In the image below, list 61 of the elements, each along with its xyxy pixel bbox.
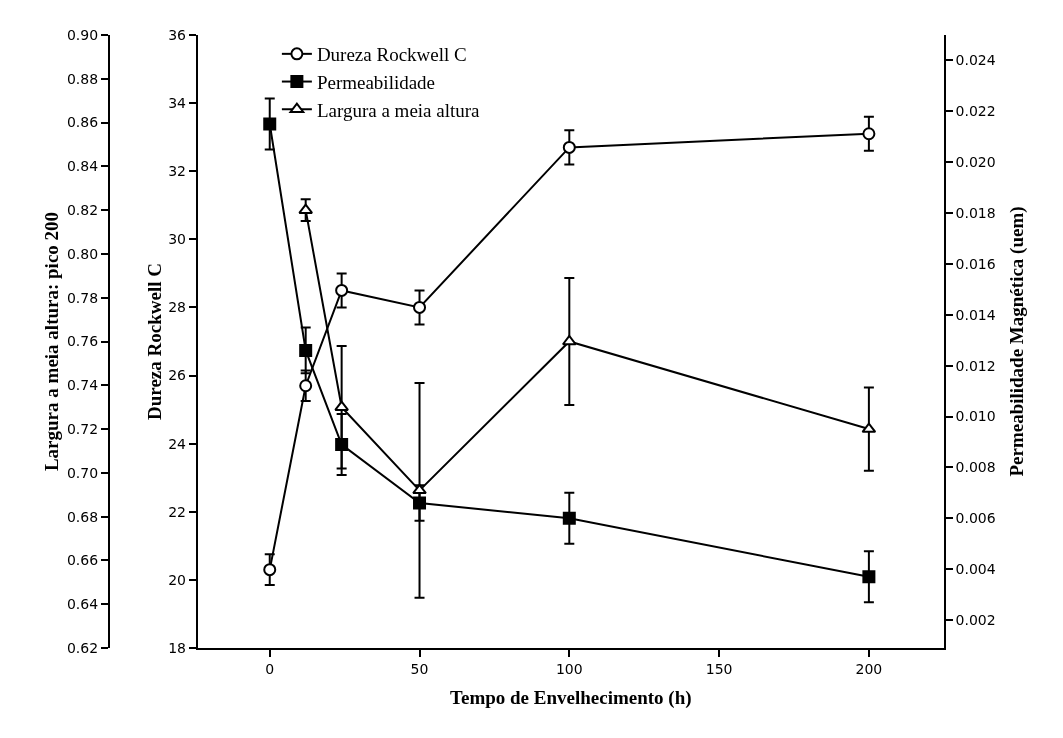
y2-tick-label: 0.002: [955, 611, 996, 628]
y-tick-label: 26: [168, 367, 187, 384]
y-tick-label: 36: [168, 26, 187, 43]
y2-tick-label: 0.008: [955, 459, 996, 476]
legend-label: Permeabilidade: [316, 71, 436, 93]
y3-tick-label: 0.90: [66, 26, 99, 43]
y3-tick-label: 0.68: [66, 508, 99, 525]
y3-tick-label: 0.72: [66, 420, 99, 437]
x-tick-label: 100: [555, 660, 583, 677]
y2-axis-title: Permeabilidade Magnética (uem): [1006, 206, 1029, 477]
point: [413, 300, 427, 314]
x-axis-title: Tempo de Envelhecimento (h): [450, 687, 692, 710]
y2-tick-label: 0.022: [955, 103, 996, 120]
y3-tick-label: 0.80: [66, 245, 99, 262]
y3-tick-label: 0.70: [66, 464, 99, 481]
point: [263, 117, 277, 131]
y2-tick-label: 0.012: [955, 357, 996, 374]
y3-tick-label: 0.88: [66, 70, 99, 87]
y3-tick-label: 0.74: [66, 377, 99, 394]
legend-label: Largura a meia altura: [316, 99, 481, 121]
point: [562, 140, 576, 154]
y-tick-label: 22: [168, 503, 187, 520]
point: [334, 400, 349, 411]
y-tick-label: 34: [168, 95, 187, 112]
y2-tick-label: 0.024: [955, 52, 996, 69]
y3-tick-label: 0.66: [66, 552, 99, 569]
point: [335, 283, 349, 297]
x-tick-label: 50: [410, 660, 429, 677]
y2-tick-label: 0.014: [955, 306, 996, 323]
y3-tick-label: 0.78: [66, 289, 99, 306]
y-tick-label: 30: [168, 231, 187, 248]
point: [299, 343, 313, 357]
y2-tick-label: 0.018: [955, 204, 996, 221]
y3-tick-label: 0.86: [66, 114, 99, 131]
x-tick-label: 150: [705, 660, 733, 677]
y3-tick-label: 0.82: [66, 202, 99, 219]
y2-tick-label: 0.004: [955, 561, 996, 578]
x-tick-label: 0: [265, 660, 275, 677]
y-tick-label: 32: [168, 163, 187, 180]
y-tick-label: 28: [168, 299, 187, 316]
point: [412, 483, 427, 495]
y-tick-label: 18: [168, 639, 187, 656]
y2-tick-label: 0.006: [955, 510, 996, 527]
point: [862, 127, 876, 141]
y-tick-label: 20: [168, 571, 187, 588]
y3-tick-label: 0.64: [66, 596, 99, 613]
y3-tick-label: 0.84: [66, 158, 99, 175]
y-axis-title: Dureza Rockwell C: [143, 263, 165, 420]
y3-tick-label: 0.62: [66, 639, 99, 656]
y-tick-label: 24: [168, 435, 187, 452]
y2-tick-label: 0.020: [955, 154, 996, 171]
y2-tick-label: 0.016: [955, 255, 996, 272]
y3-axis-title: Largura a meia altura: pico 200: [41, 211, 63, 472]
y3-tick-label: 0.76: [66, 333, 99, 350]
point: [862, 570, 876, 584]
point: [263, 563, 277, 577]
point: [562, 511, 576, 525]
point: [299, 379, 313, 393]
x-tick-label: 200: [855, 660, 883, 677]
legend-label: Dureza Rockwell C: [316, 44, 467, 66]
y2-tick-label: 0.010: [955, 408, 996, 425]
